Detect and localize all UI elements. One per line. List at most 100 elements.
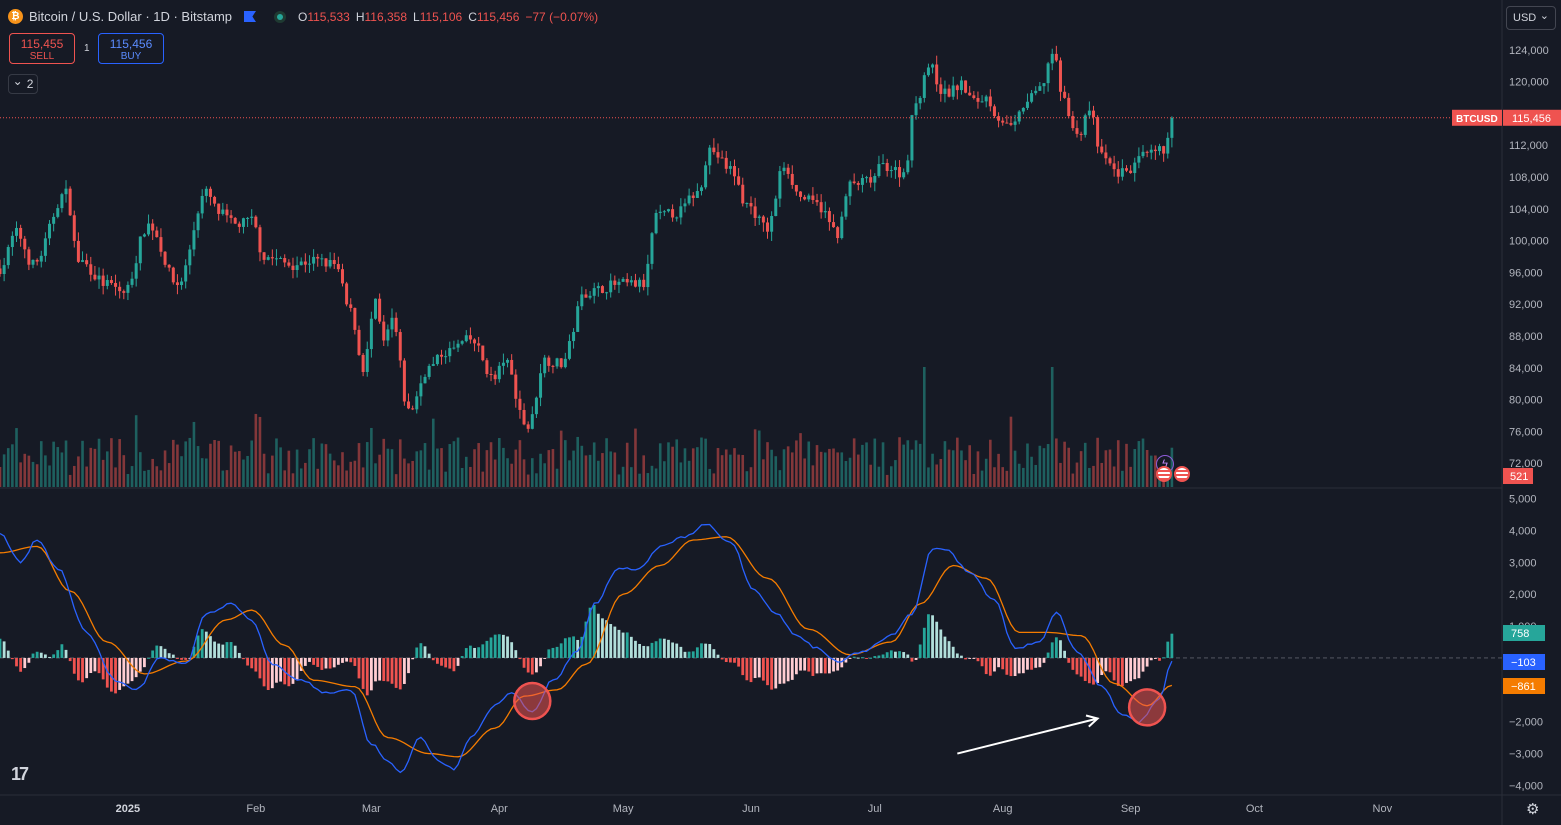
candle-body — [485, 360, 489, 375]
us-flag-icon[interactable] — [1174, 466, 1190, 482]
volume-bar — [11, 444, 14, 487]
volume-bar — [233, 451, 237, 487]
macd-histogram-bar — [807, 657, 811, 672]
candle-body — [955, 85, 959, 91]
macd-histogram-bar — [303, 657, 307, 666]
price-axis-tick: 124,000 — [1509, 45, 1549, 57]
volume-bar — [456, 437, 460, 487]
indicators-toggle-button[interactable]: ⌄ 2 — [8, 74, 38, 94]
candle-body — [559, 358, 563, 368]
buy-button[interactable]: 115,456 BUY — [98, 33, 164, 64]
tradingview-logo[interactable]: 17 — [11, 764, 29, 784]
sell-button[interactable]: 115,455 SELL — [9, 33, 75, 64]
volume-bar — [423, 443, 427, 487]
volume-bar — [997, 453, 1000, 487]
volume-bar — [64, 440, 68, 487]
volume-bar — [415, 451, 419, 487]
macd-histogram-bar — [947, 641, 951, 658]
volume-bar — [1055, 438, 1058, 487]
candle-body — [23, 238, 27, 250]
volume-bar — [894, 460, 897, 487]
macd-histogram-bar — [176, 657, 179, 659]
macd-line — [0, 523, 1173, 774]
symbol-header: ₿ Bitcoin / U.S. Dollar · 1D · Bitstamp … — [8, 9, 604, 24]
macd-histogram-bar — [68, 657, 72, 662]
macd-histogram-bar — [85, 657, 89, 679]
volume-bar — [914, 440, 918, 487]
volume-bar — [613, 452, 617, 487]
chevron-down-icon: ⌄ — [12, 74, 23, 88]
gear-icon[interactable]: ⚙ — [1526, 801, 1540, 818]
macd-histogram-bar — [97, 657, 101, 674]
candle-body — [134, 263, 138, 279]
candle-body — [151, 223, 155, 231]
candle-body — [1120, 168, 1124, 177]
economic-events[interactable] — [1156, 466, 1192, 482]
candle-body — [819, 202, 823, 213]
macd-histogram-bar — [77, 657, 80, 681]
macd-histogram-bar — [1145, 657, 1149, 667]
macd-value-label: 758 — [1511, 628, 1529, 640]
macd-histogram-bar — [844, 657, 848, 663]
candle-body — [31, 259, 35, 265]
volume-bar — [840, 452, 844, 487]
ohlc-close: C115,456 — [468, 9, 520, 24]
macd-histogram-bar — [786, 657, 790, 682]
macd-histogram-bar — [378, 657, 382, 681]
macd-histogram-bar — [89, 657, 93, 674]
macd-histogram-bar — [761, 657, 765, 681]
macd-histogram-bar — [889, 650, 893, 658]
us-flag-icon[interactable] — [1156, 466, 1172, 482]
candle-body — [394, 317, 398, 333]
macd-histogram-bar — [369, 657, 373, 691]
volume-bar — [349, 461, 353, 487]
volume-bar — [799, 433, 802, 487]
sell-price: 115,455 — [20, 37, 64, 51]
macd-histogram-bar — [56, 650, 60, 658]
volume-bar — [126, 474, 130, 487]
volume-bar — [832, 448, 835, 487]
volume-bar — [918, 443, 922, 487]
symbol-title[interactable]: Bitcoin / U.S. Dollar · 1D · Bitstamp — [29, 9, 232, 24]
macd-value-label: −103 — [1511, 657, 1536, 669]
macd-histogram-bar — [308, 657, 311, 662]
date-axis-tick: May — [613, 803, 634, 815]
market-status-icon[interactable] — [274, 10, 286, 23]
volume-bar — [592, 442, 596, 487]
volume-bar — [411, 460, 414, 487]
volume-bar — [931, 453, 934, 487]
volume-bar — [497, 438, 501, 487]
volume-bar — [44, 455, 47, 487]
candle-body — [1071, 116, 1075, 129]
macd-histogram-bar — [918, 644, 922, 658]
flag-icon[interactable] — [244, 11, 256, 22]
macd-histogram-bar — [535, 657, 538, 673]
candle-body — [893, 167, 897, 171]
candle-body — [76, 240, 80, 262]
candle-body — [19, 227, 23, 239]
bitcoin-icon: ₿ — [8, 9, 23, 24]
volume-bar — [85, 466, 88, 487]
volume-bar — [597, 460, 600, 487]
price-axis-tick: 96,000 — [1509, 267, 1543, 279]
currency-select[interactable]: USD ⌄ — [1506, 6, 1556, 30]
volume-bar — [654, 468, 658, 487]
volume-bar — [576, 436, 579, 487]
candle-body — [402, 360, 406, 402]
candle-body — [114, 282, 118, 287]
volume-bar — [6, 448, 10, 487]
candle-body — [328, 260, 332, 267]
macd-histogram-bar — [444, 657, 448, 668]
candle-body — [192, 230, 196, 250]
candle-body — [497, 365, 501, 380]
volume-bar — [712, 473, 716, 487]
macd-histogram-bar — [646, 646, 650, 658]
volume-bar — [56, 447, 60, 487]
candle-body — [163, 251, 167, 265]
volume-bar — [1022, 467, 1025, 487]
candle-body — [118, 286, 122, 292]
macd-histogram-bar — [114, 657, 117, 694]
volume-bar — [295, 449, 299, 487]
macd-histogram-bar — [960, 655, 963, 658]
